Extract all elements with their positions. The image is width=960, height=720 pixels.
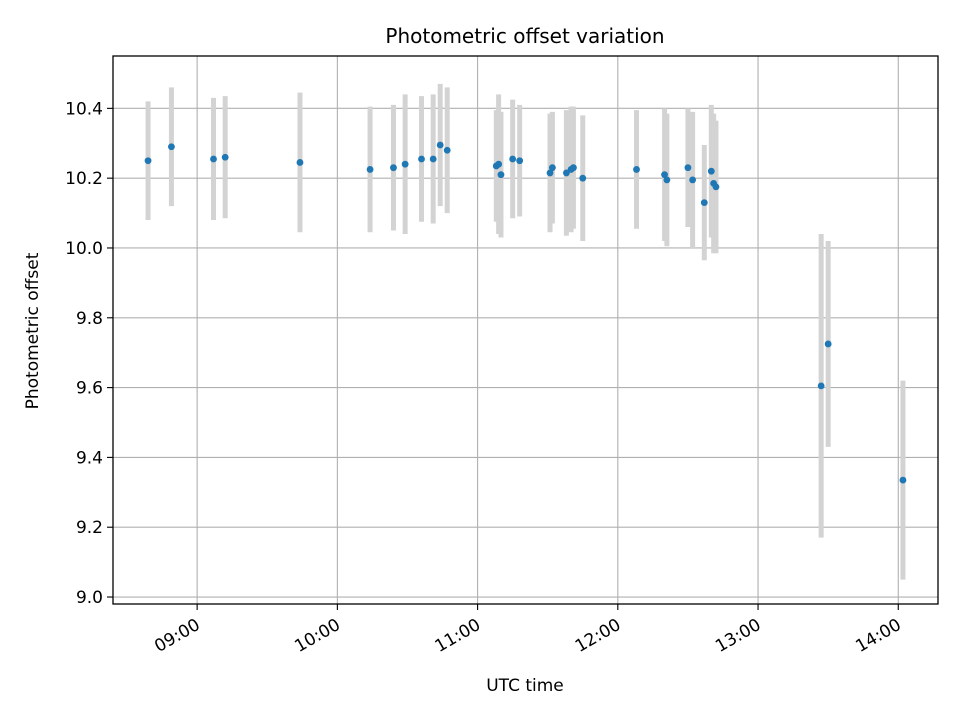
data-point bbox=[401, 160, 409, 168]
data-point bbox=[684, 164, 692, 172]
data-point bbox=[436, 141, 444, 149]
data-point bbox=[546, 169, 554, 177]
data-point bbox=[495, 160, 503, 168]
y-tick-label: 10.2 bbox=[65, 169, 103, 189]
data-point bbox=[689, 176, 697, 184]
y-tick-label: 9.0 bbox=[76, 588, 103, 608]
y-tick-label: 9.2 bbox=[76, 518, 103, 538]
data-points bbox=[144, 141, 907, 484]
y-tick-label: 9.8 bbox=[76, 309, 103, 329]
data-point bbox=[663, 176, 671, 184]
data-point bbox=[579, 174, 587, 182]
x-tick-label: 10:00 bbox=[291, 615, 343, 657]
y-tick-label: 9.6 bbox=[76, 379, 103, 399]
data-point bbox=[443, 146, 451, 154]
data-point bbox=[516, 157, 524, 165]
x-tick-label: 11:00 bbox=[432, 615, 484, 657]
data-point bbox=[824, 340, 832, 348]
data-point bbox=[817, 382, 825, 390]
y-tick-label: 10.0 bbox=[65, 239, 103, 259]
data-point bbox=[509, 155, 517, 163]
data-point bbox=[548, 164, 556, 172]
x-tick-label: 09:00 bbox=[151, 615, 203, 657]
data-point bbox=[168, 143, 175, 151]
x-tick-label: 12:00 bbox=[572, 615, 624, 657]
data-point bbox=[899, 476, 907, 484]
data-point bbox=[661, 171, 668, 179]
data-point bbox=[570, 164, 577, 172]
data-point bbox=[707, 167, 715, 175]
data-point bbox=[296, 159, 304, 166]
data-point bbox=[221, 153, 229, 161]
grid-lines bbox=[113, 56, 938, 604]
data-point bbox=[210, 155, 217, 163]
x-tick-label: 13:00 bbox=[712, 615, 764, 657]
data-point bbox=[700, 199, 708, 206]
data-point bbox=[712, 183, 720, 191]
data-point bbox=[497, 171, 505, 179]
data-point bbox=[418, 155, 425, 163]
data-point bbox=[562, 169, 570, 177]
data-point bbox=[633, 166, 640, 173]
y-tick-label: 10.4 bbox=[65, 99, 103, 119]
data-point bbox=[429, 155, 437, 163]
plot-frame bbox=[112, 55, 939, 605]
y-axis-ticks: 9.0 9.2 9.4 9.6 9.8 10.0 10.2 10.4 bbox=[65, 99, 113, 608]
data-point bbox=[144, 157, 152, 165]
y-axis-label: Photometric offset bbox=[23, 252, 43, 409]
x-tick-label: 14:00 bbox=[852, 615, 904, 657]
errorbars bbox=[145, 83, 906, 580]
chart-title: Photometric offset variation bbox=[385, 24, 664, 48]
data-point bbox=[390, 164, 397, 172]
x-axis-ticks: 09:00 10:00 11:00 12:00 13:00 14:00 bbox=[151, 604, 905, 657]
data-point bbox=[366, 166, 374, 173]
x-axis-label: UTC time bbox=[486, 676, 564, 696]
y-tick-label: 9.4 bbox=[76, 448, 103, 468]
